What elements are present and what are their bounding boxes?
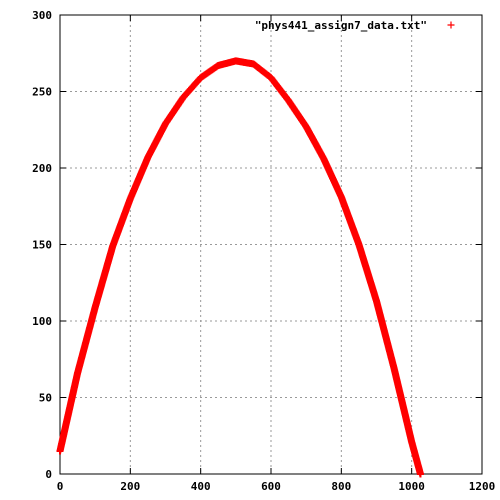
x-tick-label: 800 [331,480,351,493]
y-tick-label: 50 [39,392,52,405]
legend-label: "phys441_assign7_data.txt" [255,19,427,32]
y-tick-labels: 0 50 100 150 200 250 300 [32,9,52,481]
grid [60,15,482,474]
x-tick-label: 1000 [398,480,425,493]
y-tick-label: 0 [45,468,52,481]
series-points [56,57,424,478]
data-series [56,57,424,478]
y-tick-label: 100 [32,315,52,328]
x-tick-label: 0 [57,480,64,493]
legend-plus-icon [447,21,455,29]
legend-marker-plus [447,21,455,29]
x-tick-labels: 0 200 400 600 800 1000 1200 [57,480,496,493]
y-tick-label: 200 [32,162,52,175]
x-tick-label: 200 [120,480,140,493]
x-tick-label: 600 [261,480,281,493]
legend: "phys441_assign7_data.txt" [255,19,455,32]
x-tick-label: 400 [191,480,211,493]
data-point [416,470,424,478]
y-tick-label: 150 [32,239,52,252]
y-tick-label: 250 [32,86,52,99]
x-tick-label: 1200 [469,480,496,493]
axis-ticks [59,14,483,475]
y-tick-label: 300 [32,9,52,22]
